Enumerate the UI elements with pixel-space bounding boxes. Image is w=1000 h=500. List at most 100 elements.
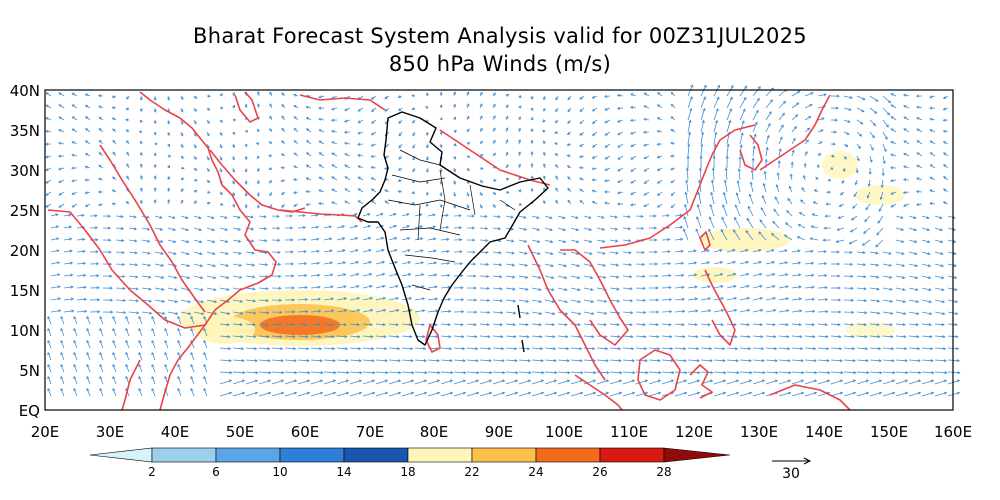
wind-vector-head bbox=[526, 311, 530, 315]
wind-vector-head bbox=[555, 97, 559, 101]
wind-vector-head bbox=[913, 216, 917, 220]
wind-vector-head bbox=[565, 335, 569, 339]
wind-vector-head bbox=[824, 286, 828, 290]
coast-burma-malay bbox=[527, 244, 606, 381]
wind-vector-head bbox=[615, 239, 619, 243]
wind-vector-head bbox=[488, 359, 492, 363]
wind-vector-head bbox=[329, 249, 333, 253]
wind-vector-head bbox=[318, 152, 322, 156]
wind-vector-head bbox=[550, 252, 554, 256]
wind-vector-head bbox=[876, 232, 880, 236]
wind-vector-head bbox=[111, 189, 115, 193]
wind-vector bbox=[700, 310, 711, 313]
wind-vector bbox=[85, 140, 91, 145]
wind-vector bbox=[219, 215, 228, 219]
wind-vector-head bbox=[719, 261, 724, 265]
wind-vector-head bbox=[856, 158, 860, 162]
wind-vector bbox=[739, 285, 749, 289]
wind-vector-head bbox=[138, 339, 142, 344]
wind-vector-head bbox=[902, 299, 907, 303]
wind-vector-head bbox=[640, 226, 645, 230]
wind-vector-head bbox=[751, 157, 755, 161]
wind-vector-head bbox=[511, 239, 515, 243]
wind-vector bbox=[843, 371, 856, 374]
wind-vector-head bbox=[631, 379, 636, 383]
wind-vector-head bbox=[734, 216, 737, 221]
wind-vector-head bbox=[812, 309, 816, 313]
wind-vector bbox=[557, 323, 568, 326]
wind-vector-head bbox=[523, 227, 528, 231]
wind-vector bbox=[726, 359, 739, 362]
wind-vector bbox=[86, 352, 91, 361]
wind-vector bbox=[45, 167, 52, 171]
wind-vector-head bbox=[592, 391, 597, 395]
wind-vector-head bbox=[577, 300, 582, 304]
wind-vector bbox=[125, 352, 130, 361]
lon-label: 160E bbox=[934, 423, 972, 441]
wind-vector-head bbox=[199, 264, 204, 268]
wind-vector-head bbox=[241, 379, 246, 383]
wind-vector-head bbox=[862, 263, 867, 267]
wind-vector-head bbox=[939, 216, 943, 220]
wind-vector bbox=[112, 388, 117, 397]
wind-vector-head bbox=[370, 308, 374, 312]
wind-vector-head bbox=[928, 323, 932, 327]
wind-vector-head bbox=[591, 200, 596, 204]
wind-vector-head bbox=[602, 263, 607, 267]
wind-vector bbox=[622, 227, 631, 230]
wind-vector-head bbox=[331, 201, 335, 205]
wind-vector bbox=[466, 392, 479, 397]
wind-vector bbox=[733, 229, 741, 241]
wind-vector-head bbox=[317, 273, 321, 277]
wind-vector-head bbox=[71, 128, 75, 132]
wind-vector bbox=[774, 196, 780, 205]
wind-vector-head bbox=[530, 139, 534, 143]
wind-vector-head bbox=[305, 202, 309, 206]
wind-vector-head bbox=[669, 310, 673, 314]
wind-vector-head bbox=[654, 238, 658, 242]
wind-vector bbox=[739, 359, 752, 362]
wind-vector-head bbox=[318, 189, 322, 193]
wind-vector-head bbox=[112, 387, 116, 392]
wind-vector bbox=[947, 263, 957, 267]
wind-vector bbox=[531, 287, 541, 291]
wind-vector bbox=[596, 323, 607, 326]
wind-vector-head bbox=[837, 298, 842, 302]
wind-vector-head bbox=[434, 273, 438, 277]
wind-vector-head bbox=[765, 146, 769, 151]
wind-vector-head bbox=[345, 359, 349, 363]
wind-vector-head bbox=[830, 166, 834, 170]
wind-vector-head bbox=[694, 273, 698, 277]
wind-vector-head bbox=[579, 132, 583, 136]
wind-vector bbox=[661, 239, 670, 241]
wind-vector-head bbox=[98, 128, 102, 132]
wind-vector-head bbox=[269, 127, 273, 132]
wind-vector bbox=[878, 203, 884, 212]
wind-vector bbox=[138, 316, 143, 325]
wind-vector-head bbox=[763, 170, 767, 175]
wind-vector-head bbox=[134, 263, 139, 267]
wind-vector-head bbox=[84, 116, 89, 120]
wind-vector-head bbox=[121, 238, 125, 243]
wind-vector-head bbox=[853, 193, 857, 198]
wind-vector-head bbox=[630, 105, 634, 110]
wind-vector-head bbox=[501, 359, 505, 363]
wind-vector bbox=[73, 364, 78, 373]
wind-vector-head bbox=[733, 229, 737, 233]
wind-vector-head bbox=[47, 363, 51, 368]
wind-vector-head bbox=[629, 131, 634, 135]
wind-vector-head bbox=[147, 239, 151, 243]
wind-vector bbox=[622, 287, 633, 290]
wind-vector bbox=[773, 208, 780, 217]
wind-vector-head bbox=[153, 186, 157, 191]
wind-vector bbox=[630, 203, 637, 206]
wind-vector-head bbox=[554, 371, 558, 375]
wind-vector bbox=[765, 359, 778, 362]
wind-vector-head bbox=[643, 92, 647, 96]
wind-vector bbox=[890, 203, 897, 208]
wind-vector-head bbox=[281, 92, 285, 96]
wind-vector-head bbox=[618, 347, 622, 351]
wind-vector-head bbox=[245, 130, 249, 134]
wind-vector-head bbox=[642, 286, 646, 290]
wind-vector bbox=[856, 263, 866, 266]
